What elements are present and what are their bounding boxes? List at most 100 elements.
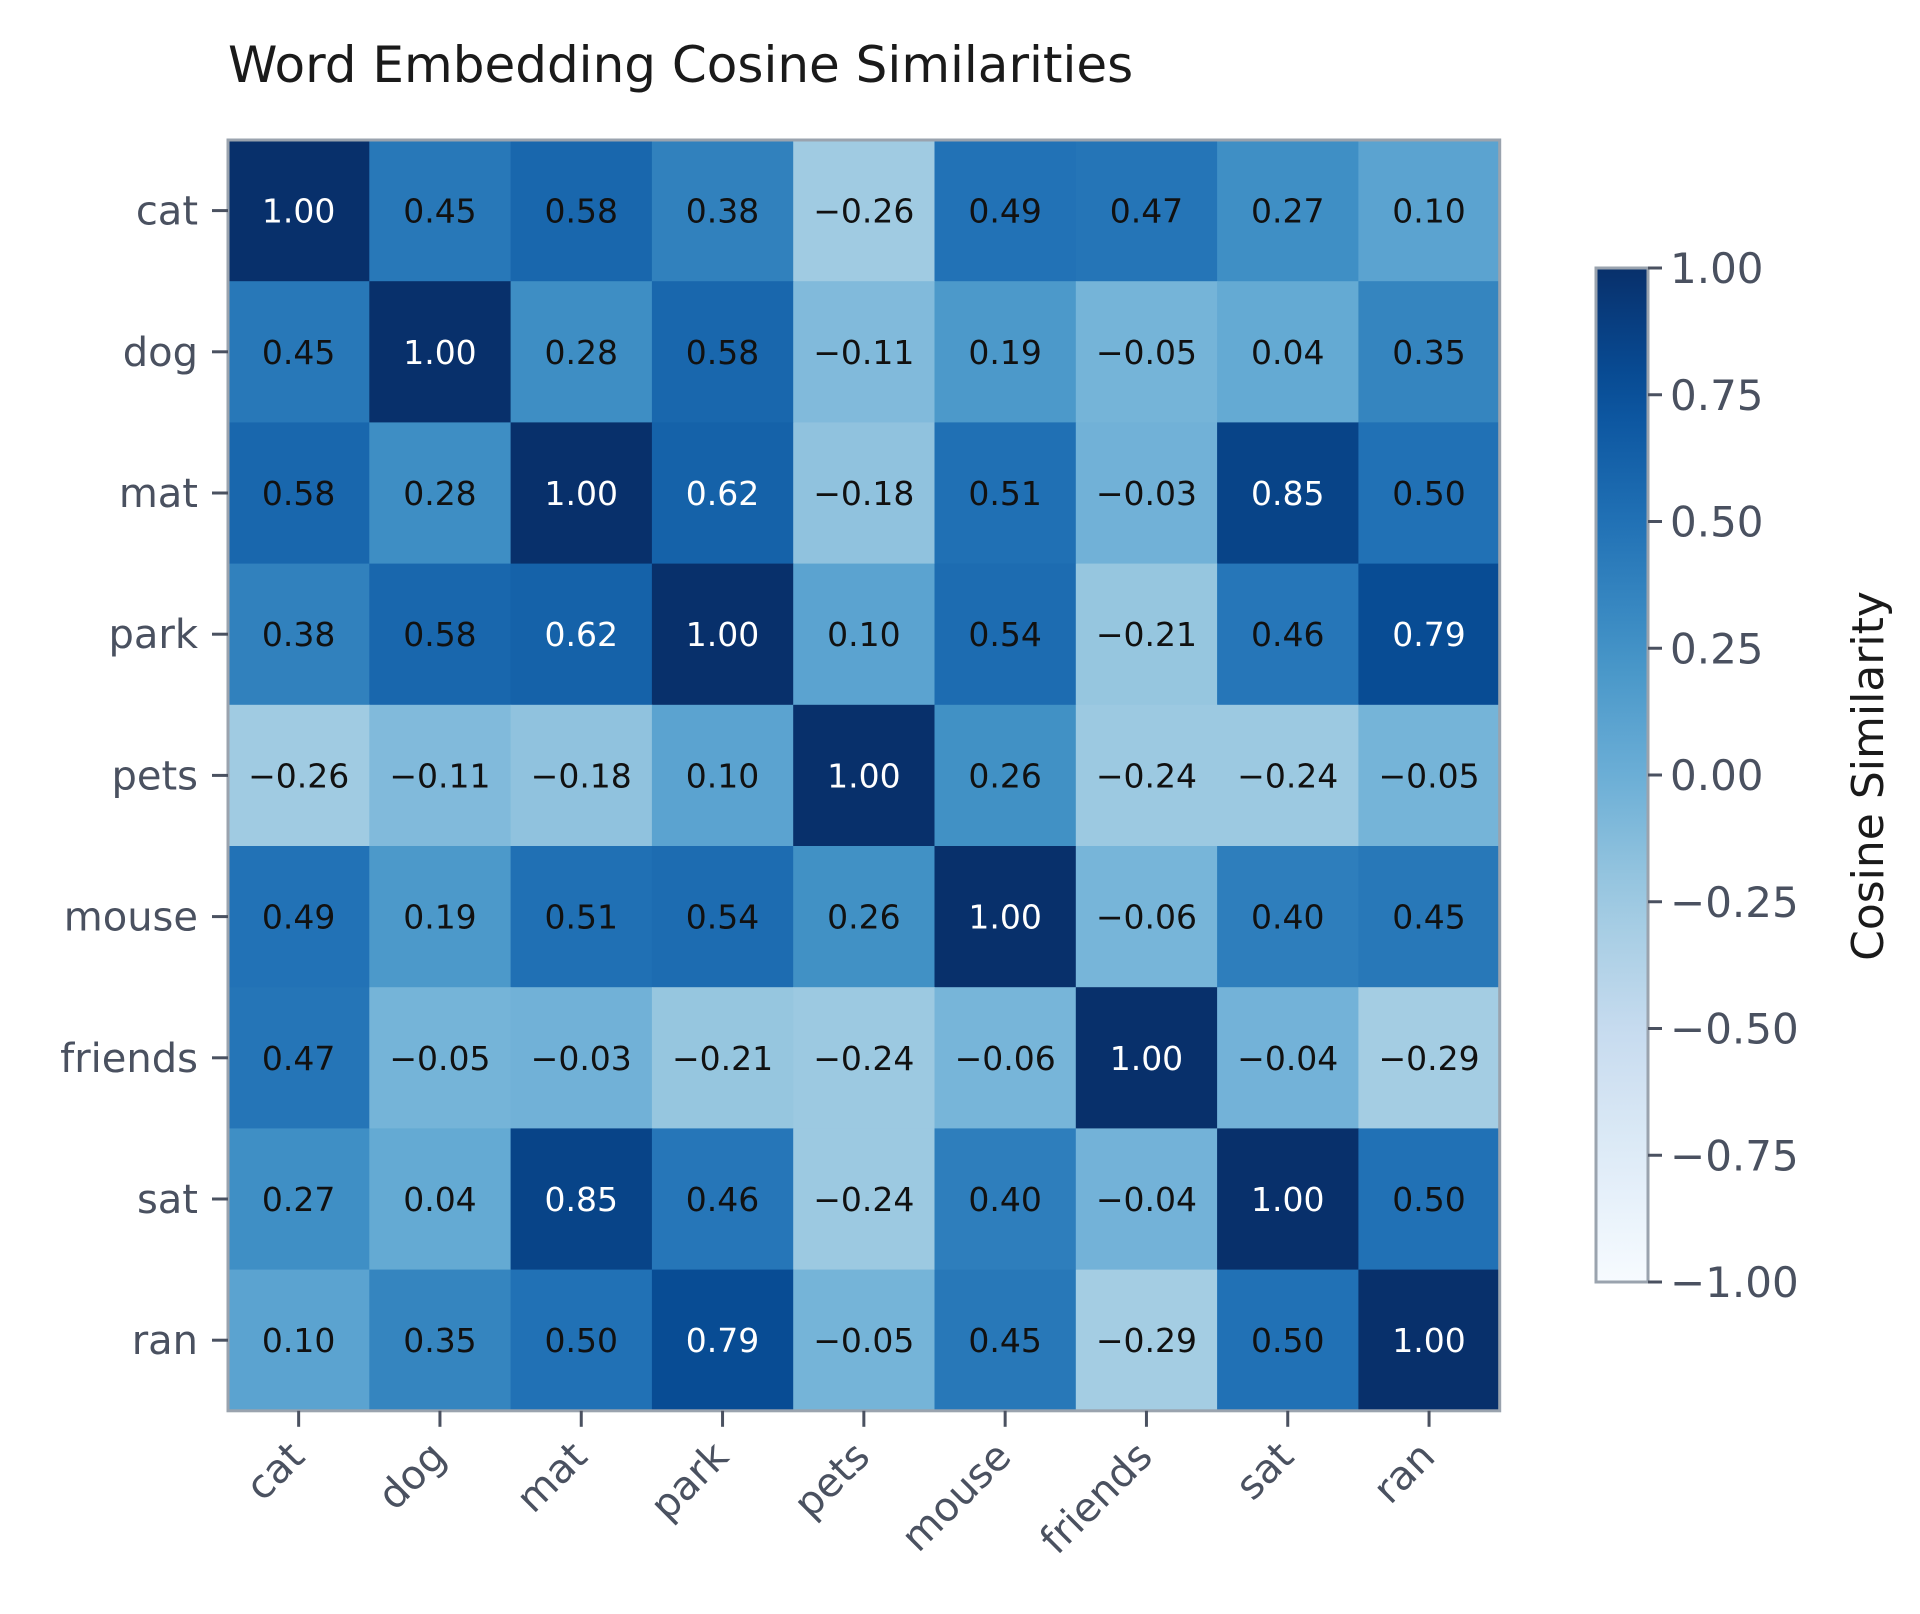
cell-value-label: −0.21 xyxy=(672,1039,773,1078)
cell-value-label: −0.29 xyxy=(1378,1039,1479,1078)
colorbar-title: Cosine Similarity xyxy=(1843,591,1894,961)
cell-value-label: 0.49 xyxy=(262,898,335,937)
cell-value-label: −0.29 xyxy=(1096,1321,1197,1360)
cell-value-label: 0.45 xyxy=(968,1321,1041,1360)
cell-value-label: 0.50 xyxy=(545,1321,618,1360)
colorbar: 1.00 0.75 0.50 0.25 0.00 −0.25 −0.50 −0.75 −1.00 xyxy=(1594,244,1799,1307)
cell-value-label: 0.46 xyxy=(686,1180,759,1219)
cell-value-label: 0.04 xyxy=(403,1180,476,1219)
x-tick-label: sat xyxy=(1227,1433,1303,1509)
heatmap-cell xyxy=(1075,422,1218,565)
cell-value-label: 0.50 xyxy=(1392,474,1465,513)
heatmap-cell xyxy=(793,1128,936,1271)
heatmap-cell xyxy=(934,563,1077,706)
cell-value-label: 0.35 xyxy=(403,1321,476,1360)
heatmap-cell xyxy=(228,140,370,282)
x-tick-label: mat xyxy=(508,1433,597,1522)
heatmap-cell xyxy=(934,846,1077,988)
y-tick-label: sat xyxy=(137,1177,198,1223)
heatmap-cell xyxy=(651,422,794,565)
cell-value-label: 0.19 xyxy=(968,333,1041,372)
colorbar-tick-label: 1.00 xyxy=(1670,244,1764,293)
heatmap-cell xyxy=(793,987,936,1129)
heatmap-cell xyxy=(228,987,370,1129)
heatmap-cell xyxy=(934,987,1077,1129)
heatmap-cell xyxy=(651,1128,794,1271)
cell-value-label: 1.00 xyxy=(827,756,900,795)
cell-value-label: −0.21 xyxy=(1096,615,1197,654)
colorbar-tick-label: −0.25 xyxy=(1670,878,1799,927)
heatmap-cell xyxy=(1075,987,1218,1129)
heatmap-cell xyxy=(934,422,1077,565)
colorbar-tick-label: 0.75 xyxy=(1670,371,1764,420)
heatmap-cell xyxy=(228,704,370,847)
heatmap-cell xyxy=(369,1128,512,1271)
cell-value-label: 0.10 xyxy=(262,1321,335,1360)
cell-value-label: −0.11 xyxy=(813,333,914,372)
heatmap-cell xyxy=(1217,422,1359,565)
heatmap-cell xyxy=(369,987,512,1129)
heatmap-cell xyxy=(510,422,653,565)
heatmap-cell xyxy=(369,140,512,282)
heatmap-cell xyxy=(1358,704,1501,847)
heatmap-cell xyxy=(934,140,1077,282)
heatmap-cell xyxy=(1358,563,1501,706)
cell-value-label: 0.50 xyxy=(1392,1180,1465,1219)
heatmap-cell xyxy=(369,1269,512,1412)
colorbar-tick-label: 0.25 xyxy=(1670,624,1764,673)
x-tick-label: pets xyxy=(785,1433,879,1527)
cell-value-label: 0.58 xyxy=(545,192,618,231)
cell-value-label: 0.79 xyxy=(1392,615,1465,654)
cell-value-label: 0.58 xyxy=(686,333,759,372)
cell-value-label: −0.05 xyxy=(1096,333,1197,372)
heatmap-cell xyxy=(651,563,794,706)
heatmap-cell xyxy=(793,281,936,423)
cell-value-label: 0.62 xyxy=(686,474,759,513)
heatmap-cell xyxy=(510,140,653,282)
heatmap-cell xyxy=(1075,281,1218,423)
y-tick-label: friends xyxy=(60,1036,198,1082)
x-tick-label: cat xyxy=(237,1433,314,1510)
cell-value-label: −0.03 xyxy=(531,1039,632,1078)
colorbar-tick-label: −0.50 xyxy=(1670,1005,1799,1054)
cell-value-label: 0.40 xyxy=(968,1180,1041,1219)
cell-value-label: −0.26 xyxy=(248,756,349,795)
heatmap-cell xyxy=(793,1269,936,1412)
heatmap-cells: 1.00 0.45 0.58 0.38 −0.26 0.49 0.47 0.27 0.10 0.4… xyxy=(228,140,1501,1412)
y-tick-label: ran xyxy=(132,1318,198,1364)
heatmap-cell xyxy=(510,563,653,706)
cell-value-label: 1.00 xyxy=(968,898,1041,937)
cell-value-label: −0.24 xyxy=(813,1180,914,1219)
colorbar-tick-label: 0.00 xyxy=(1670,751,1764,800)
heatmap-cell xyxy=(651,704,794,847)
heatmap-cell xyxy=(228,1269,370,1412)
x-tick-label: ran xyxy=(1365,1433,1444,1512)
heatmap-cell xyxy=(1075,563,1218,706)
heatmap-cell xyxy=(1217,140,1359,282)
heatmap-cell xyxy=(228,1128,370,1271)
cell-value-label: 0.51 xyxy=(968,474,1041,513)
cell-value-label: −0.18 xyxy=(813,474,914,513)
heatmap-cell xyxy=(651,987,794,1129)
heatmap-cell xyxy=(793,140,936,282)
heatmap-cell xyxy=(793,422,936,565)
cell-value-label: 0.79 xyxy=(686,1321,759,1360)
cell-value-label: 0.10 xyxy=(686,756,759,795)
cell-value-label: −0.03 xyxy=(1096,474,1197,513)
cell-value-label: 0.10 xyxy=(827,615,900,654)
heatmap-cell xyxy=(510,987,653,1129)
cell-value-label: −0.26 xyxy=(813,192,914,231)
cell-value-label: 0.45 xyxy=(403,192,476,231)
heatmap-cell xyxy=(934,704,1077,847)
cell-value-label: 0.45 xyxy=(1392,898,1465,937)
cell-value-label: 1.00 xyxy=(686,615,759,654)
heatmap-cell xyxy=(510,1269,653,1412)
heatmap-cell xyxy=(228,846,370,988)
cell-value-label: 1.00 xyxy=(1251,1180,1324,1219)
x-tick-label: mouse xyxy=(893,1433,1020,1560)
colorbar-tick-label: −0.75 xyxy=(1670,1131,1799,1180)
heatmap-cell xyxy=(369,563,512,706)
cell-value-label: 0.58 xyxy=(262,474,335,513)
cell-value-label: −0.05 xyxy=(813,1321,914,1360)
heatmap-cell xyxy=(651,1269,794,1412)
